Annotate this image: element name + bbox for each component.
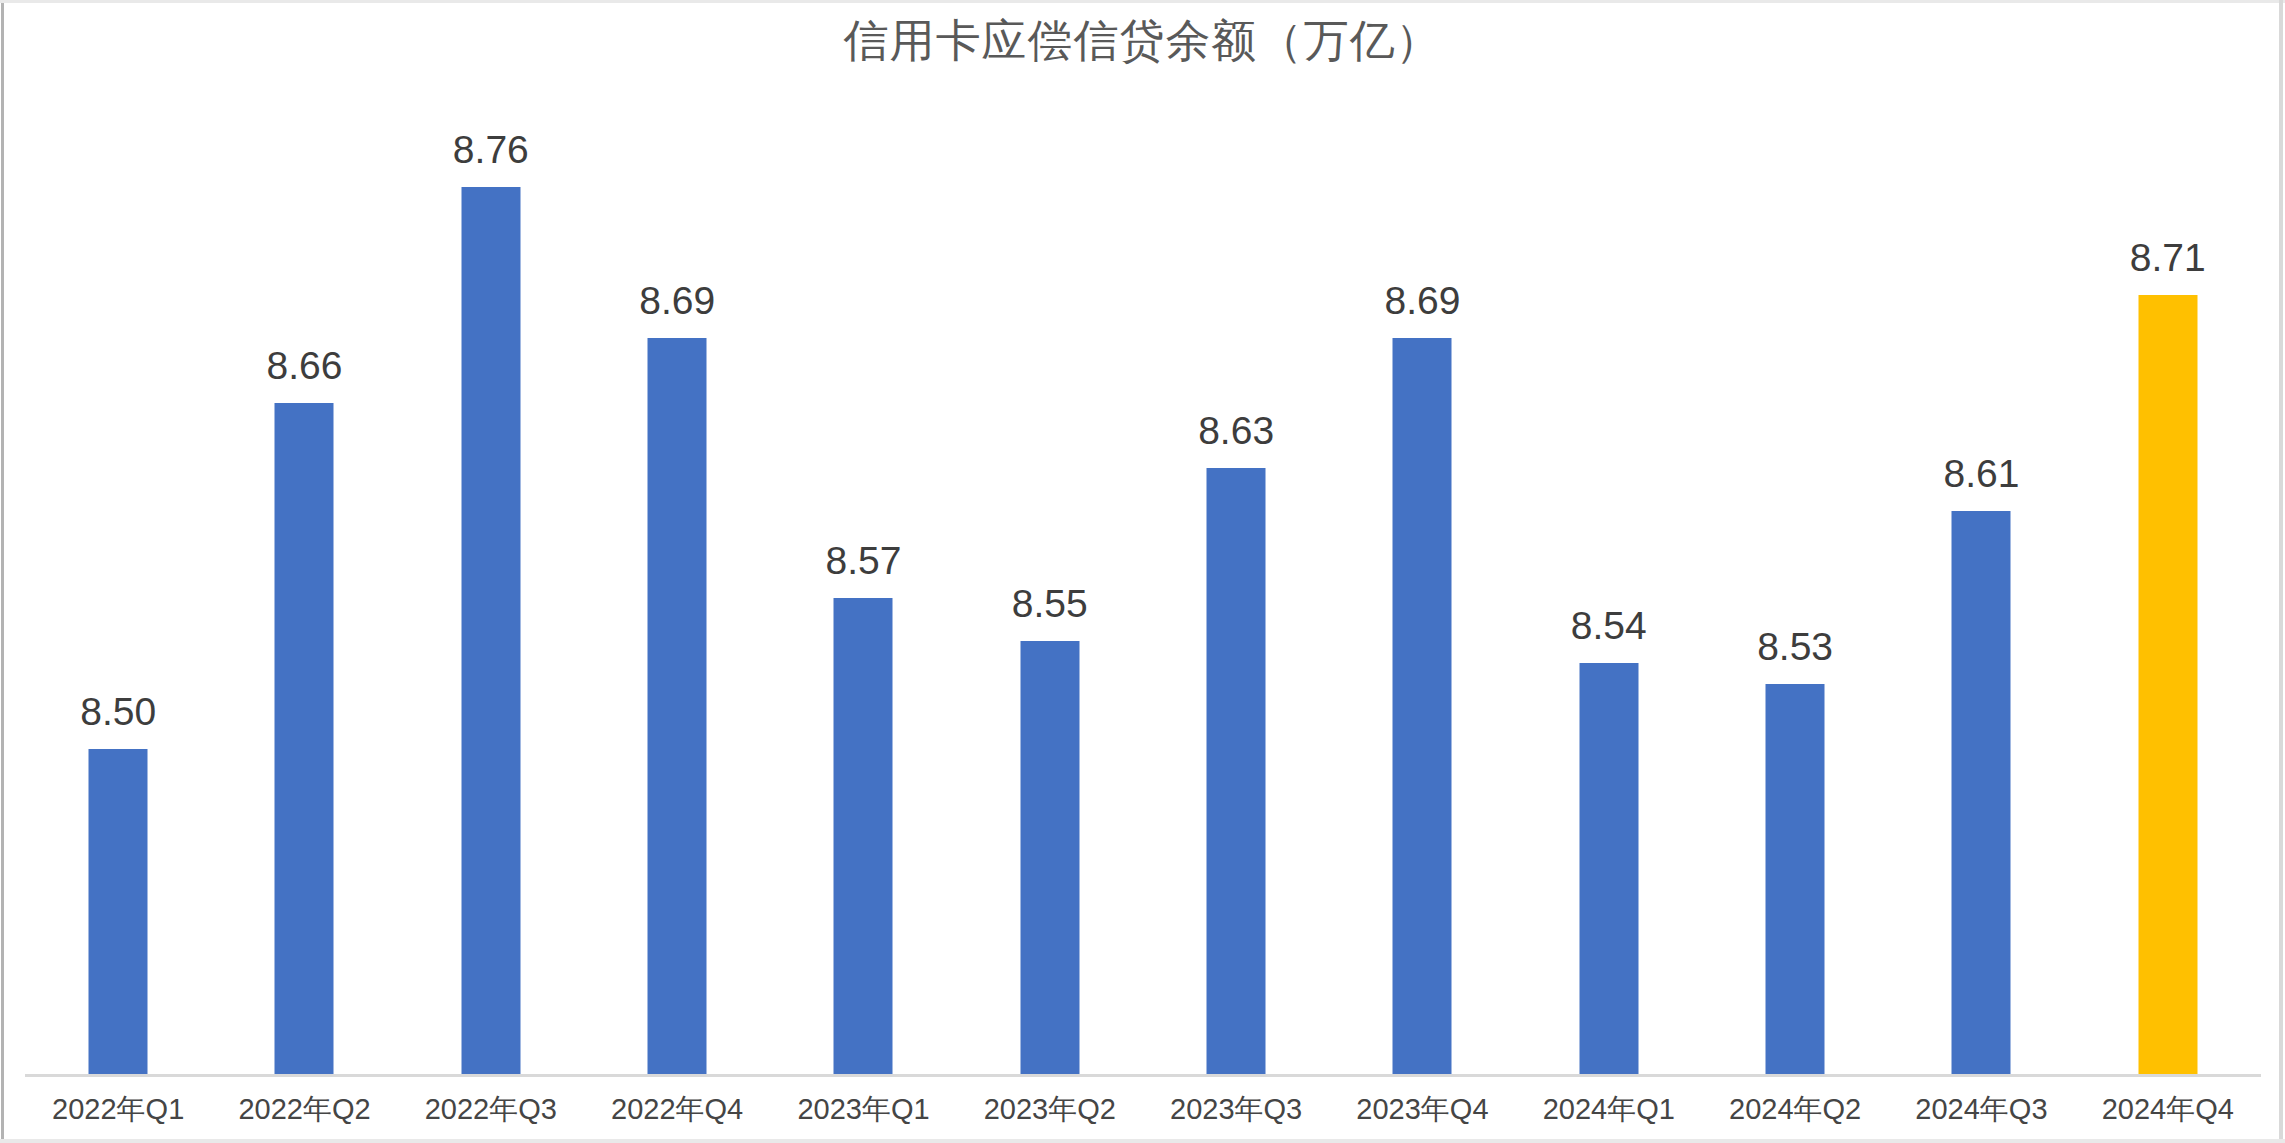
window-edge-left <box>1 3 4 1143</box>
window-edge-right <box>2279 0 2283 1143</box>
bar <box>1766 684 1825 1074</box>
window-edge-top <box>0 0 2285 3</box>
chart-title: 信用卡应偿信贷余额（万亿） <box>0 12 2285 71</box>
bar-slot: 8.57 <box>770 100 956 1074</box>
x-axis-tick-label: 2022年Q4 <box>584 1090 770 1130</box>
bar-value-label: 8.50 <box>80 690 156 734</box>
bar <box>1952 511 2011 1074</box>
bar <box>648 338 707 1074</box>
bar-value-label: 8.76 <box>453 128 529 172</box>
bar-value-label: 8.71 <box>2130 236 2206 280</box>
bar-value-label: 8.63 <box>1198 409 1274 453</box>
bar-slot: 8.63 <box>1143 100 1329 1074</box>
bar-value-label: 8.69 <box>639 279 715 323</box>
bar-slot: 8.55 <box>957 100 1143 1074</box>
bar-slot: 8.61 <box>1888 100 2074 1074</box>
bar-value-label: 8.66 <box>267 344 343 388</box>
bar-value-label: 8.57 <box>826 539 902 583</box>
bar <box>1393 338 1452 1074</box>
bar <box>1207 468 1266 1074</box>
bar <box>1579 663 1638 1074</box>
x-axis-tick-label: 2023年Q4 <box>1329 1090 1515 1130</box>
bar <box>1020 641 1079 1074</box>
x-axis-tick-label: 2023年Q2 <box>957 1090 1143 1130</box>
bar-value-label: 8.69 <box>1385 279 1461 323</box>
plot-area: 8.50 8.66 8.76 8.69 8.57 8.55 8.63 8.69 8.54 8.53… <box>25 100 2261 1074</box>
bar <box>275 403 334 1074</box>
x-axis-tick-label: 2022年Q1 <box>25 1090 211 1130</box>
x-axis-tick-label: 2023年Q3 <box>1143 1090 1329 1130</box>
x-axis-tick-label: 2022年Q2 <box>211 1090 397 1130</box>
chart-canvas: 信用卡应偿信贷余额（万亿） 8.508.668.768.698.578.558.… <box>0 0 2285 1143</box>
x-axis-tick-label: 2023年Q1 <box>770 1090 956 1130</box>
window-edge-bottom <box>0 1139 2285 1143</box>
bar <box>834 598 893 1074</box>
bar <box>89 749 148 1074</box>
bar-slot: 8.76 <box>398 100 584 1074</box>
x-axis-tick-label: 2024年Q4 <box>2075 1090 2261 1130</box>
bar-value-label: 8.61 <box>1943 452 2019 496</box>
x-axis-line <box>25 1074 2261 1077</box>
bar-slot: 8.53 <box>1702 100 1888 1074</box>
bar-slot: 8.69 <box>584 100 770 1074</box>
bar-slot: 8.69 <box>1329 100 1515 1074</box>
bar-slot: 8.54 <box>1516 100 1702 1074</box>
bar <box>461 187 520 1074</box>
bar-slot: 8.66 <box>211 100 397 1074</box>
x-axis-tick-label: 2024年Q2 <box>1702 1090 1888 1130</box>
bar-value-label: 8.53 <box>1757 625 1833 669</box>
bar-value-label: 8.55 <box>1012 582 1088 626</box>
x-axis-labels: 2022年Q12022年Q22022年Q32022年Q42023年Q12023年… <box>25 1090 2261 1130</box>
bar-slot: 8.71 <box>2075 100 2261 1074</box>
x-axis-tick-label: 2024年Q3 <box>1888 1090 2074 1130</box>
bar-value-label: 8.54 <box>1571 604 1647 648</box>
x-axis-tick-label: 2022年Q3 <box>398 1090 584 1130</box>
bar-highlighted <box>2138 295 2197 1074</box>
x-axis-tick-label: 2024年Q1 <box>1516 1090 1702 1130</box>
bar-slot: 8.50 <box>25 100 211 1074</box>
